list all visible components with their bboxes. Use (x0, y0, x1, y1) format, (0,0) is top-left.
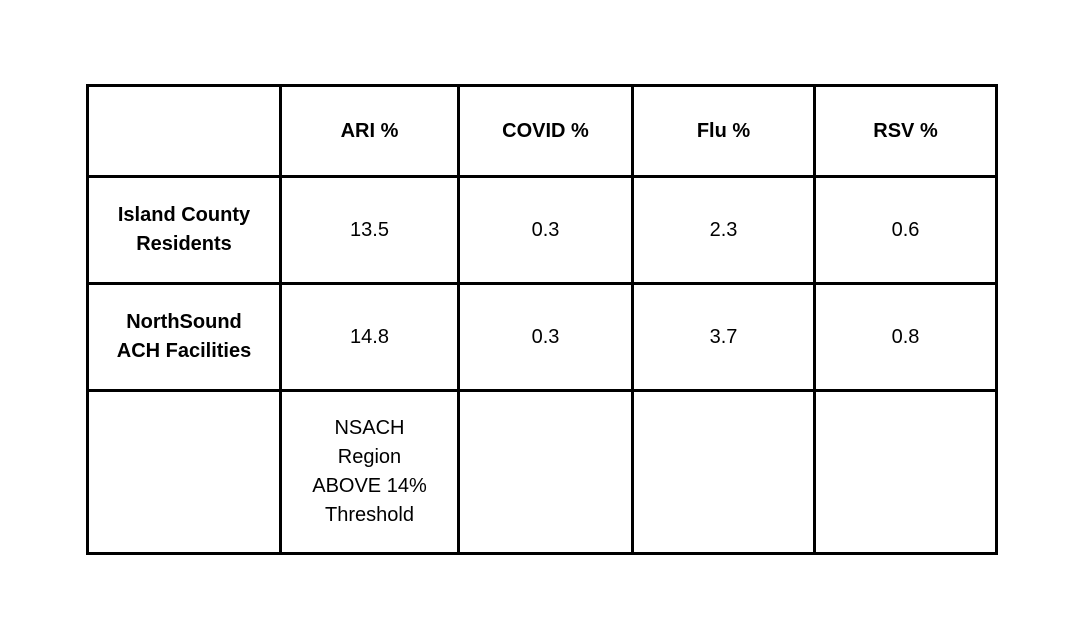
header-rsv: RSV % (813, 84, 998, 178)
cell-rsv: 0.6 (813, 175, 998, 285)
empty-cell (813, 389, 998, 555)
empty-cell (86, 389, 282, 555)
cell-rsv: 0.8 (813, 282, 998, 392)
note-line: ABOVE 14% (312, 475, 427, 497)
cell-ari: 14.8 (279, 282, 460, 392)
header-covid: COVID % (457, 84, 634, 178)
row-label-island-county: Island County Residents (86, 175, 282, 285)
row-label-northsound: NorthSound ACH Facilities (86, 282, 282, 392)
empty-cell (457, 389, 634, 555)
cell-ari: 13.5 (279, 175, 460, 285)
row-label-line: Residents (136, 233, 232, 255)
header-row: ARI % COVID % Flu % RSV % (86, 84, 998, 178)
cell-flu: 2.3 (631, 175, 816, 285)
row-label-line: Island County (117, 204, 251, 226)
table-row: Island County Residents 13.5 0.3 2.3 0.6 (86, 175, 998, 285)
note-line: Region (337, 446, 402, 468)
cell-flu: 3.7 (631, 282, 816, 392)
row-label-line: ACH Facilities (116, 340, 252, 362)
cell-covid: 0.3 (457, 282, 634, 392)
note-line: NSACH (334, 417, 405, 439)
header-flu: Flu % (631, 84, 816, 178)
cell-covid: 0.3 (457, 175, 634, 285)
empty-cell (631, 389, 816, 555)
note-line: Threshold (325, 504, 414, 526)
note-row: NSACH Region ABOVE 14% Threshold (86, 389, 998, 555)
table-row: NorthSound ACH Facilities 14.8 0.3 3.7 0… (86, 282, 998, 392)
row-label-line: NorthSound (126, 311, 242, 333)
respiratory-illness-table: ARI % COVID % Flu % RSV % Island County … (86, 84, 998, 555)
ari-threshold-note: NSACH Region ABOVE 14% Threshold (279, 389, 460, 555)
header-ari: ARI % (279, 84, 460, 178)
header-empty-cell (86, 84, 282, 178)
